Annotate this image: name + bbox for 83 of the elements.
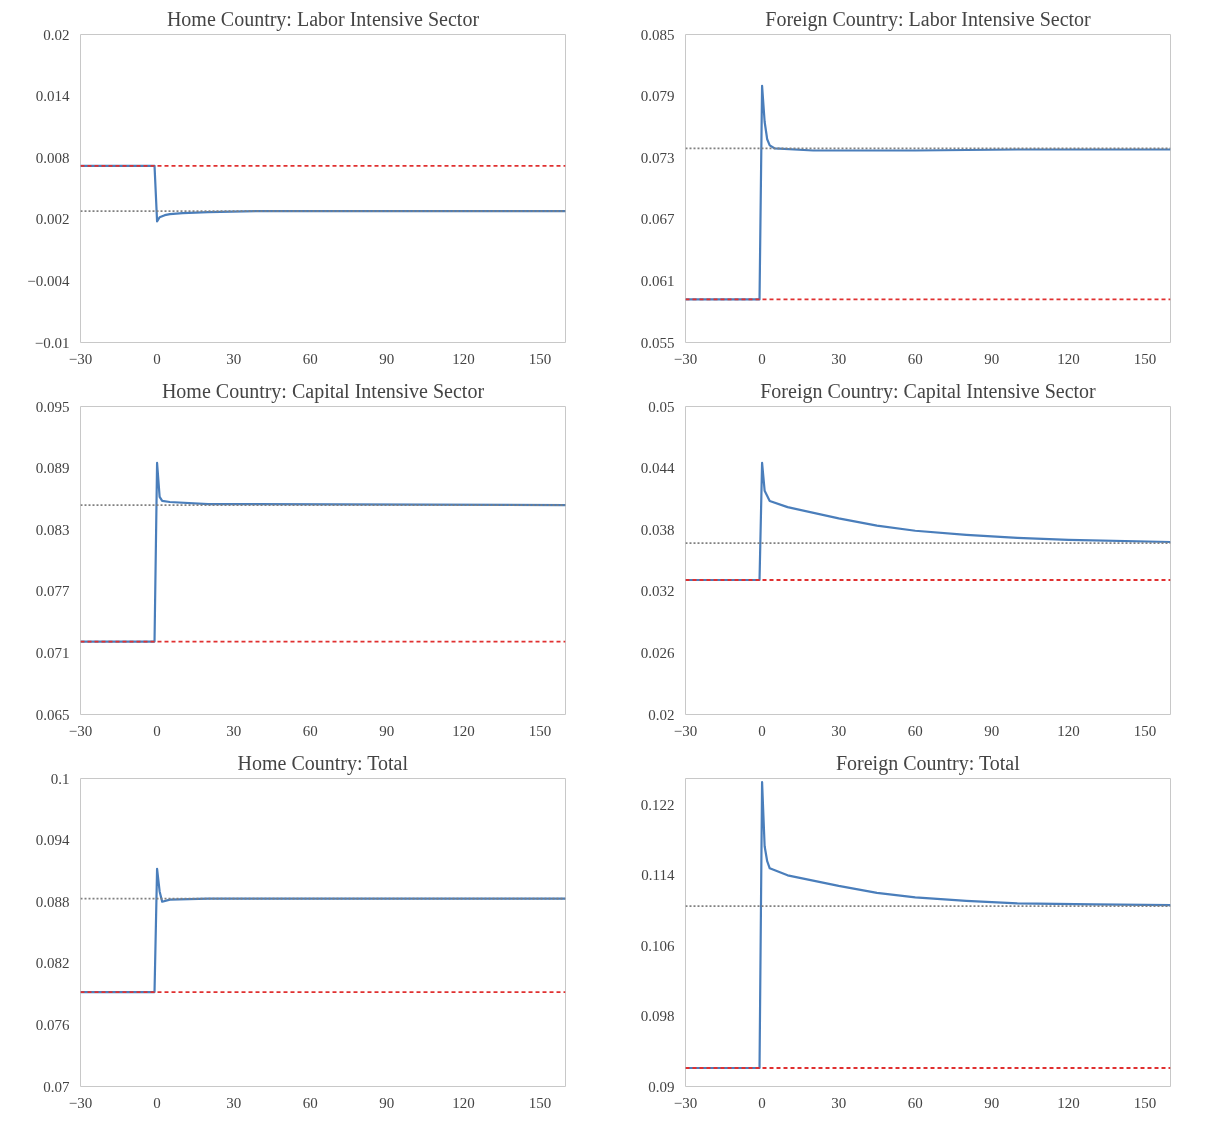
y-tick-label: 0.077 [35, 583, 70, 600]
y-tick-label: 0.082 [35, 955, 70, 972]
x-tick-label: 150 [528, 1094, 552, 1111]
y-tick-label: 0.089 [35, 460, 70, 477]
x-tick-label: 120 [1057, 350, 1080, 367]
y-tick-label: 0.098 [640, 1008, 675, 1025]
x-tick-label: 150 [528, 350, 552, 367]
x-tick-label: 0 [758, 1094, 766, 1111]
x-tick-label: 0 [153, 722, 161, 739]
y-tick-label: 0.106 [640, 937, 675, 954]
y-tick-label: −0.004 [27, 272, 70, 289]
x-tick-label: 30 [831, 350, 847, 367]
y-tick-label: 0.026 [640, 644, 675, 661]
y-tick-label: 0.094 [35, 832, 70, 849]
x-tick-label: −30 [673, 1094, 698, 1111]
x-tick-label: 150 [1133, 722, 1157, 739]
y-tick-label: −0.01 [34, 334, 70, 351]
chart-title: Home Country: Capital Intensive Sector [161, 379, 485, 403]
x-tick-label: 150 [528, 722, 552, 739]
x-tick-label: 90 [984, 1094, 1000, 1111]
y-tick-label: 0.079 [640, 88, 675, 105]
y-tick-label: 0.083 [35, 521, 70, 538]
y-tick-label: 0.07 [43, 1078, 70, 1095]
y-tick-label: 0.085 [640, 26, 675, 43]
y-tick-label: 0.122 [640, 796, 675, 813]
y-tick-label: 0.02 [648, 706, 675, 723]
y-tick-label: 0.065 [35, 706, 70, 723]
x-tick-label: −30 [68, 350, 93, 367]
chart-title: Home Country: Labor Intensive Sector [166, 7, 480, 31]
y-tick-label: 0.073 [640, 149, 675, 166]
chart-title: Foreign Country: Capital Intensive Sector [760, 379, 1097, 403]
x-tick-label: 90 [984, 722, 1000, 739]
x-tick-label: 90 [984, 350, 1000, 367]
x-tick-label: 60 [302, 1094, 318, 1111]
chart-title: Foreign Country: Total [835, 751, 1021, 775]
x-tick-label: 30 [831, 1094, 847, 1111]
x-tick-label: −30 [68, 722, 93, 739]
y-tick-label: 0.071 [35, 644, 70, 661]
x-tick-label: 120 [452, 1094, 475, 1111]
x-tick-label: 150 [1133, 350, 1157, 367]
y-tick-label: 0.002 [35, 211, 70, 228]
y-tick-label: 0.032 [640, 583, 675, 600]
y-tick-label: 0.088 [35, 893, 70, 910]
x-tick-label: 60 [302, 350, 318, 367]
x-tick-label: −30 [673, 722, 698, 739]
y-tick-label: 0.055 [640, 334, 675, 351]
x-tick-label: 60 [302, 722, 318, 739]
x-tick-label: 90 [379, 1094, 395, 1111]
x-tick-label: −30 [68, 1094, 93, 1111]
x-tick-label: 60 [907, 722, 923, 739]
y-tick-label: 0.095 [35, 398, 70, 415]
x-tick-label: 30 [226, 1094, 242, 1111]
x-tick-label: 0 [758, 350, 766, 367]
x-tick-label: 60 [907, 1094, 923, 1111]
x-tick-label: 120 [1057, 722, 1080, 739]
x-tick-label: −30 [673, 350, 698, 367]
y-tick-label: 0.044 [640, 460, 675, 477]
y-tick-label: 0.061 [640, 272, 675, 289]
y-tick-label: 0.114 [641, 867, 675, 884]
x-tick-label: 30 [831, 722, 847, 739]
chart-title: Foreign Country: Labor Intensive Sector [765, 7, 1092, 31]
x-tick-label: 150 [1133, 1094, 1157, 1111]
x-tick-label: 120 [1057, 1094, 1080, 1111]
y-tick-label: 0.008 [35, 149, 70, 166]
x-tick-label: 90 [379, 722, 395, 739]
x-tick-label: 0 [758, 722, 766, 739]
y-tick-label: 0.076 [35, 1016, 70, 1033]
y-tick-label: 0.014 [35, 88, 70, 105]
y-tick-label: 0.1 [50, 770, 70, 787]
x-tick-label: 0 [153, 1094, 161, 1111]
x-tick-label: 60 [907, 350, 923, 367]
x-tick-label: 120 [452, 722, 475, 739]
x-tick-label: 30 [226, 722, 242, 739]
x-tick-label: 0 [153, 350, 161, 367]
x-tick-label: 90 [379, 350, 395, 367]
x-tick-label: 120 [452, 350, 475, 367]
y-tick-label: 0.09 [648, 1078, 675, 1095]
y-tick-label: 0.05 [648, 398, 675, 415]
y-tick-label: 0.067 [640, 211, 675, 228]
y-tick-label: 0.038 [640, 521, 675, 538]
x-tick-label: 30 [226, 350, 242, 367]
chart-title: Home Country: Total [237, 751, 409, 775]
y-tick-label: 0.02 [43, 26, 70, 43]
